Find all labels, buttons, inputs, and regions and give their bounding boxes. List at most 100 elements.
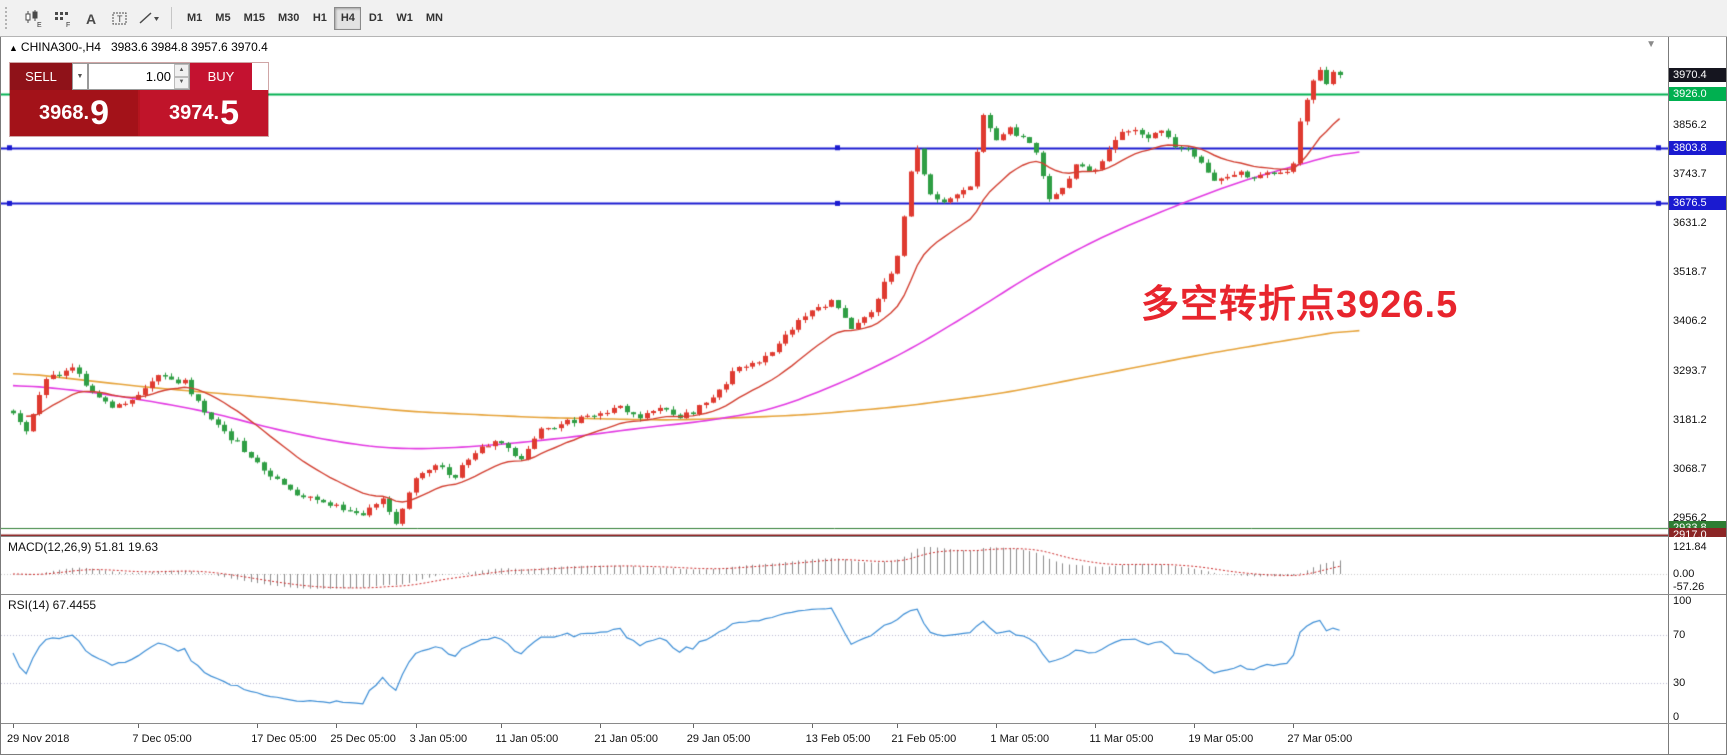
time-label: 11 Mar 05:00 bbox=[1089, 733, 1154, 745]
time-tick bbox=[138, 724, 139, 728]
timeframe-M5[interactable]: M5 bbox=[209, 7, 236, 30]
time-label: 13 Feb 05:00 bbox=[805, 733, 871, 745]
price-tick: 3631.2 bbox=[1673, 217, 1707, 230]
font-a-icon[interactable]: A bbox=[77, 6, 104, 31]
time-label: 19 Mar 05:00 bbox=[1188, 733, 1254, 745]
time-label: 21 Jan 05:00 bbox=[594, 733, 659, 745]
rsi-panel: RSI(14) 67.4455 100 70 30 0 bbox=[1, 594, 1726, 723]
price-tick: 3181.2 bbox=[1673, 413, 1707, 426]
rsi-tick: 100 bbox=[1673, 595, 1692, 607]
rsi-plot: RSI(14) 67.4455 bbox=[1, 595, 1668, 723]
symbol-header: ▲ CHINA300-,H4 3983.6 3984.8 3957.6 3970.4 bbox=[9, 40, 268, 54]
volume-dropdown-icon[interactable]: ▼ bbox=[72, 63, 88, 90]
volume-up-icon[interactable]: ▲ bbox=[174, 64, 189, 77]
price-tag-3676.5: 3676.5 bbox=[1669, 196, 1726, 211]
timeframe-M1[interactable]: M1 bbox=[181, 7, 208, 30]
timeframe-D1[interactable]: D1 bbox=[362, 7, 389, 30]
toolbar-grip bbox=[5, 7, 13, 29]
symbol-name: CHINA300-,H4 bbox=[20, 40, 101, 54]
time-tick bbox=[897, 724, 898, 728]
rsi-tick: 0 bbox=[1673, 711, 1680, 723]
time-label: 29 Nov 2018 bbox=[7, 733, 70, 745]
chart-shift-icon[interactable]: ▼ bbox=[1646, 39, 1656, 50]
time-label: 21 Feb 05:00 bbox=[891, 733, 957, 745]
svg-text:F: F bbox=[66, 22, 70, 27]
time-label: 17 Dec 05:00 bbox=[251, 733, 317, 745]
time-tick bbox=[600, 724, 601, 728]
time-tick bbox=[996, 724, 997, 728]
timeframe-group: M1 M5 M15 M30 H1 H4 D1 W1 MN bbox=[181, 6, 449, 30]
time-tick bbox=[257, 724, 258, 728]
time-tick bbox=[13, 724, 14, 728]
toolbar: E F A T M1 M5 M15 M30 H1 H4 D1 W1 MN bbox=[0, 0, 1727, 37]
buy-price[interactable]: 3974. 5 bbox=[140, 90, 268, 136]
svg-text:E: E bbox=[37, 22, 42, 27]
axis-corner bbox=[1668, 724, 1726, 754]
ohlc-values: 3983.6 3984.8 3957.6 3970.4 bbox=[110, 40, 268, 54]
rsi-tick: 70 bbox=[1673, 629, 1686, 642]
price-tag-3803.8: 3803.8 bbox=[1669, 140, 1726, 155]
buy-button[interactable]: BUY bbox=[190, 63, 252, 90]
time-axis[interactable]: 29 Nov 2018 7 Dec 05:00 17 Dec 05:00 25 Dec… bbox=[1, 724, 1668, 754]
time-tick bbox=[812, 724, 813, 728]
time-tick bbox=[1095, 724, 1096, 728]
sell-price-big: 9 bbox=[90, 94, 109, 132]
toolbar-separator bbox=[171, 7, 172, 29]
price-tag-3926.0: 3926.0 bbox=[1669, 87, 1726, 102]
main-plot[interactable]: ▲ CHINA300-,H4 3983.6 3984.8 3957.6 3970.4… bbox=[1, 37, 1668, 536]
timeframe-M30[interactable]: M30 bbox=[272, 7, 305, 30]
time-tick bbox=[501, 724, 502, 728]
chart-annotation: 多空转折点3926.5 bbox=[1141, 284, 1459, 326]
one-click-trade-panel: SELL ▼ ▲ ▼ BUY 3968.9 bbox=[10, 63, 268, 136]
macd-plot: MACD(12,26,9) 51.81 19.63 bbox=[1, 537, 1668, 594]
time-label: 11 Jan 05:00 bbox=[495, 733, 559, 745]
time-label: 25 Dec 05:00 bbox=[330, 733, 396, 745]
time-label: 29 Jan 05:00 bbox=[686, 733, 751, 745]
macd-tick: 0.00 bbox=[1673, 568, 1695, 580]
time-label: 1 Mar 05:00 bbox=[990, 733, 1050, 745]
macd-canvas bbox=[1, 537, 1668, 594]
macd-tick: 121.84 bbox=[1673, 541, 1707, 553]
volume-stepper: ▲ ▼ bbox=[174, 64, 189, 89]
rsi-label: RSI(14) 67.4455 bbox=[8, 598, 97, 612]
macd-label: MACD(12,26,9) 51.81 19.63 bbox=[8, 540, 159, 554]
collapse-arrow-icon[interactable]: ▲ bbox=[9, 43, 18, 53]
price-tag-3970.4: 3970.4 bbox=[1669, 68, 1726, 82]
rsi-tick: 30 bbox=[1673, 676, 1686, 689]
buy-price-big: 5 bbox=[220, 94, 239, 132]
price-chart-canvas[interactable] bbox=[1, 37, 1668, 536]
sell-price[interactable]: 3968. 9 bbox=[10, 90, 138, 136]
buy-price-main: 3974. bbox=[169, 102, 220, 124]
text-label-icon[interactable]: T bbox=[106, 6, 133, 31]
time-tick bbox=[336, 724, 337, 728]
macd-panel: MACD(12,26,9) 51.81 19.63 121.84 0.00 -57.… bbox=[1, 536, 1726, 594]
time-axis-row: 29 Nov 2018 7 Dec 05:00 17 Dec 05:00 25 Dec… bbox=[1, 723, 1726, 754]
price-tick: 3293.7 bbox=[1673, 364, 1707, 377]
chart-window: ▲ CHINA300-,H4 3983.6 3984.8 3957.6 3970.4… bbox=[0, 37, 1727, 755]
price-tick: 3518.7 bbox=[1673, 266, 1707, 279]
volume-down-icon[interactable]: ▼ bbox=[174, 76, 189, 89]
timeframe-M15[interactable]: M15 bbox=[238, 7, 271, 30]
macd-axis[interactable]: 121.84 0.00 -57.26 bbox=[1668, 537, 1726, 594]
svg-text:T: T bbox=[117, 14, 123, 24]
price-axis[interactable]: 3856.2 3743.7 3631.2 3518.7 3406.2 3293.7 3181… bbox=[1668, 37, 1726, 543]
timeframe-H1[interactable]: H1 bbox=[306, 7, 333, 30]
bar-chart-grid-icon[interactable]: F bbox=[48, 6, 75, 31]
price-tick: 3068.7 bbox=[1673, 462, 1707, 475]
volume-input[interactable] bbox=[89, 64, 174, 89]
time-tick bbox=[416, 724, 417, 728]
rsi-axis[interactable]: 100 70 30 0 bbox=[1668, 595, 1726, 723]
sell-button[interactable]: SELL bbox=[10, 63, 72, 90]
price-tick: 3856.2 bbox=[1673, 118, 1707, 131]
timeframe-MN[interactable]: MN bbox=[420, 7, 449, 30]
macd-tick: -57.26 bbox=[1673, 580, 1705, 593]
time-label: 27 Mar 05:00 bbox=[1287, 733, 1353, 745]
timeframe-W1[interactable]: W1 bbox=[390, 7, 419, 30]
volume-field: ▲ ▼ bbox=[88, 63, 190, 90]
candlestick-chart-icon[interactable]: E bbox=[19, 6, 46, 31]
timeframe-H4[interactable]: H4 bbox=[334, 6, 362, 30]
line-studies-icon[interactable] bbox=[135, 6, 162, 31]
svg-text:A: A bbox=[86, 11, 96, 27]
main-panel: ▲ CHINA300-,H4 3983.6 3984.8 3957.6 3970.4… bbox=[1, 37, 1726, 543]
sell-price-main: 3968. bbox=[39, 102, 90, 124]
